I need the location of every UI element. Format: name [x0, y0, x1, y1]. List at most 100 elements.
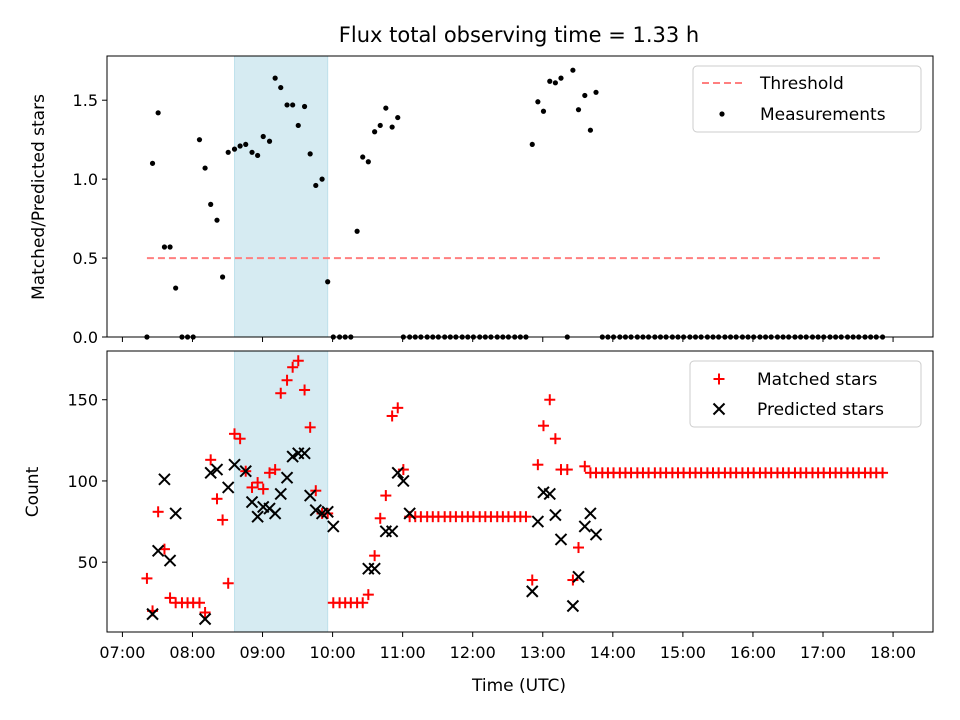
matched-star-marker	[549, 433, 561, 445]
measurement-point	[570, 67, 576, 73]
measurement-point	[272, 75, 278, 81]
x-tick-label: 13:00	[520, 643, 566, 662]
legend-measurements-swatch	[719, 111, 725, 117]
predicted-star-marker	[146, 607, 159, 621]
predicted-star-marker	[584, 507, 597, 520]
y-tick-label: 0.5	[73, 249, 98, 268]
measurement-point	[214, 217, 220, 223]
measurement-point	[301, 103, 308, 110]
matched-star-marker	[164, 592, 176, 604]
measurement-point	[582, 92, 588, 99]
measurement-point	[307, 151, 313, 157]
x-axis-label: Time (UTC)	[471, 676, 566, 696]
y-tick-label: 1.5	[73, 91, 98, 110]
legend-predicted-label: Predicted stars	[757, 400, 884, 420]
matched-star-marker	[222, 577, 234, 589]
matched-star-marker	[572, 542, 584, 554]
measurement-point	[266, 138, 273, 144]
x-tick-label: 16:00	[730, 643, 776, 662]
legend-matched-swatch	[713, 373, 725, 385]
measurement-point	[196, 137, 203, 143]
x-tick-label: 09:00	[239, 643, 285, 662]
matched-star-marker	[287, 361, 299, 373]
matched-star-marker	[386, 410, 398, 422]
matched-star-marker	[193, 597, 205, 609]
x-tick-label: 17:00	[800, 643, 846, 662]
predicted-star-markers	[146, 447, 603, 626]
measurement-point	[255, 152, 261, 159]
predicted-star-marker	[397, 474, 410, 488]
matched-star-marker	[257, 483, 269, 495]
measurement-point	[284, 102, 290, 108]
predicted-star-marker	[204, 466, 217, 480]
measurement-point	[547, 78, 553, 84]
measurement-point	[354, 228, 360, 234]
measurement-point	[167, 244, 173, 250]
matched-star-marker	[374, 512, 386, 524]
top-y-axis-label: Matched/Predicted stars	[29, 94, 49, 300]
predicted-star-marker	[309, 503, 322, 517]
x-tick-label: 18:00	[870, 643, 916, 662]
measurement-point	[372, 129, 378, 135]
matched-star-marker	[357, 597, 369, 609]
measurement-point	[219, 274, 226, 280]
predicted-star-marker	[210, 463, 224, 476]
y-tick-label: 0.0	[73, 328, 98, 347]
matched-star-marker	[246, 481, 258, 493]
predicted-star-marker	[321, 505, 334, 519]
x-tick-label: 15:00	[660, 643, 706, 662]
measurement-point	[540, 108, 547, 114]
matched-star-marker	[369, 550, 381, 562]
predicted-star-marker	[531, 515, 545, 528]
matched-star-marker	[152, 506, 164, 518]
matched-star-marker	[537, 420, 549, 432]
measurement-point	[389, 124, 395, 130]
matched-star-marker	[141, 572, 153, 584]
legend-x-marker	[712, 402, 726, 416]
measurement-point	[290, 102, 296, 108]
measurement-point	[149, 160, 156, 166]
measurement-point	[593, 89, 599, 95]
legend-plus-marker	[713, 373, 725, 385]
predicted-star-marker	[368, 562, 381, 575]
measurement-point	[383, 105, 389, 111]
predicted-star-marker	[385, 525, 399, 538]
chart-title: Flux total observing time = 1.33 h	[339, 23, 699, 47]
predicted-star-marker	[251, 510, 264, 523]
measurement-point	[208, 201, 214, 207]
measurement-point	[558, 75, 564, 81]
x-tick-label: 07:00	[99, 643, 145, 662]
bottom-axes-frame	[106, 350, 934, 633]
measurement-point	[260, 133, 266, 140]
predicted-star-marker	[228, 458, 241, 471]
matched-star-marker	[299, 384, 311, 396]
matched-star-markers	[141, 355, 889, 619]
measurement-point	[575, 107, 582, 113]
measurement-point	[535, 99, 541, 105]
predicted-star-marker	[589, 528, 603, 541]
bottom-panel: 50 100 150 07:00 08:00 09:00 10:00 11:00 12:00 13…	[23, 350, 934, 696]
matched-star-marker	[252, 477, 264, 489]
matched-star-marker	[520, 511, 532, 523]
bottom-legend-box	[689, 360, 922, 428]
measurement-point	[365, 159, 371, 165]
predicted-star-marker	[221, 481, 235, 494]
matched-star-marker	[234, 433, 246, 445]
predicted-star-marker	[572, 570, 585, 583]
bottom-axis-ticks: 50 100 150 07:00 08:00 09:00 10:00 11:00 12:00 13…	[67, 391, 916, 662]
measurement-point	[295, 122, 301, 129]
measurement-point	[319, 176, 325, 182]
matched-star-marker	[211, 493, 223, 505]
y-tick-label: 50	[78, 553, 98, 572]
shaded-span-rect	[234, 55, 329, 338]
measurement-point	[278, 84, 284, 91]
legend-threshold-label: Threshold	[759, 74, 844, 94]
measurement-point	[377, 122, 383, 129]
matched-star-marker	[392, 402, 404, 414]
predicted-star-marker	[268, 507, 282, 520]
matched-star-marker	[380, 490, 392, 502]
predicted-star-marker	[274, 487, 287, 501]
predicted-star-marker	[526, 585, 539, 598]
y-tick-label: 150	[67, 391, 98, 410]
predicted-star-marker	[327, 520, 340, 533]
